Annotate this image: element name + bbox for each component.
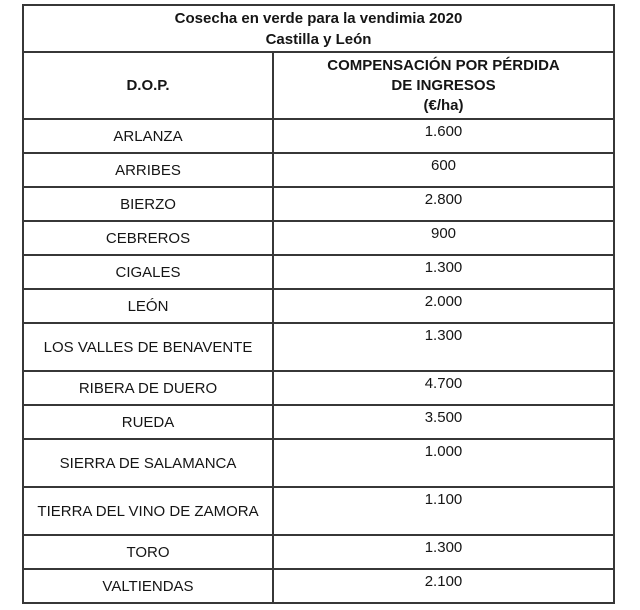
dop-cell: SIERRA DE SALAMANCA <box>22 438 274 488</box>
dop-cell: RIBERA DE DUERO <box>22 370 274 406</box>
dop-cell: RUEDA <box>22 404 274 440</box>
dop-cell: TIERRA DEL VINO DE ZAMORA <box>22 486 274 536</box>
table-row: TIERRA DEL VINO DE ZAMORA 1.100 <box>22 486 615 536</box>
table-row: CIGALES 1.300 <box>22 254 615 290</box>
table-title-line2: Castilla y León <box>265 30 372 48</box>
column-header-compensation: COMPENSACIÓN POR PÉRDIDA DE INGRESOS (€/… <box>272 51 615 120</box>
table-row: RUEDA 3.500 <box>22 404 615 440</box>
value-cell: 3.500 <box>272 404 615 440</box>
value-cell: 1.000 <box>272 438 615 488</box>
table-header-row: D.O.P. COMPENSACIÓN POR PÉRDIDA DE INGRE… <box>22 51 615 120</box>
table-row: BIERZO 2.800 <box>22 186 615 222</box>
table-row: SIERRA DE SALAMANCA 1.000 <box>22 438 615 488</box>
table-title-row: Cosecha en verde para la vendimia 2020 C… <box>22 4 615 53</box>
column-header-compensation-line2: DE INGRESOS <box>391 76 496 94</box>
compensation-table: Cosecha en verde para la vendimia 2020 C… <box>22 4 615 604</box>
value-cell: 1.300 <box>272 322 615 372</box>
table-row: LEÓN 2.000 <box>22 288 615 324</box>
table-title-line1: Cosecha en verde para la vendimia 2020 <box>174 9 463 27</box>
value-cell: 900 <box>272 220 615 256</box>
value-cell: 1.600 <box>272 118 615 154</box>
value-cell: 1.300 <box>272 254 615 290</box>
dop-cell: LOS VALLES DE BENAVENTE <box>22 322 274 372</box>
value-cell: 2.100 <box>272 568 615 604</box>
dop-cell: CEBREROS <box>22 220 274 256</box>
column-header-compensation-line1: COMPENSACIÓN POR PÉRDIDA <box>327 56 560 74</box>
value-cell: 2.800 <box>272 186 615 222</box>
dop-cell: ARRIBES <box>22 152 274 188</box>
value-cell: 1.100 <box>272 486 615 536</box>
dop-cell: BIERZO <box>22 186 274 222</box>
dop-cell: TORO <box>22 534 274 570</box>
column-header-compensation-line3: (€/ha) <box>423 96 464 114</box>
value-cell: 1.300 <box>272 534 615 570</box>
table-row: TORO 1.300 <box>22 534 615 570</box>
table-row: VALTIENDAS 2.100 <box>22 568 615 604</box>
value-cell: 2.000 <box>272 288 615 324</box>
table-row: LOS VALLES DE BENAVENTE 1.300 <box>22 322 615 372</box>
table-title: Cosecha en verde para la vendimia 2020 C… <box>22 4 615 53</box>
table-row: ARLANZA 1.600 <box>22 118 615 154</box>
table-row: CEBREROS 900 <box>22 220 615 256</box>
value-cell: 4.700 <box>272 370 615 406</box>
dop-cell: VALTIENDAS <box>22 568 274 604</box>
dop-cell: CIGALES <box>22 254 274 290</box>
value-cell: 600 <box>272 152 615 188</box>
table-row: RIBERA DE DUERO 4.700 <box>22 370 615 406</box>
column-header-dop: D.O.P. <box>22 51 274 120</box>
dop-cell: ARLANZA <box>22 118 274 154</box>
dop-cell: LEÓN <box>22 288 274 324</box>
table-row: ARRIBES 600 <box>22 152 615 188</box>
